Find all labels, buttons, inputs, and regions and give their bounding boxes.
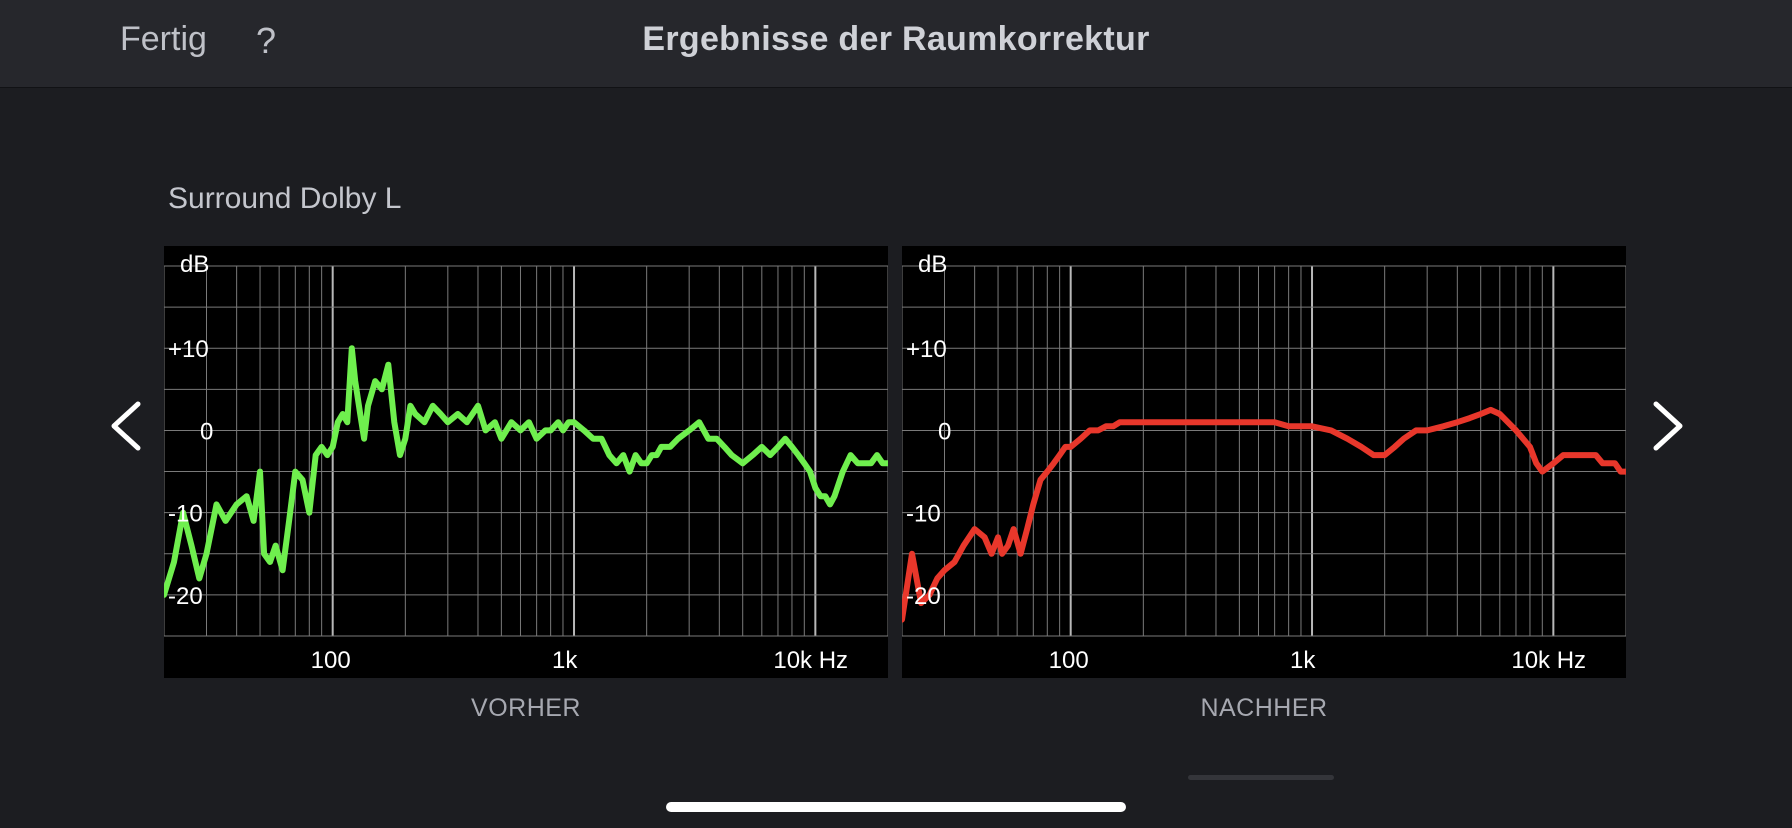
before-chart: +10 0 -10 -20 dB 100 1k 10k Hz [164, 246, 888, 678]
y-tick-label: -20 [168, 583, 203, 610]
y-axis-label: dB [918, 251, 947, 278]
chevron-left-icon [111, 401, 141, 451]
y-tick-label: -10 [168, 501, 203, 528]
y-tick-label: -10 [906, 501, 941, 528]
chart-grid-horizontal [164, 265, 888, 637]
y-tick-label: -20 [906, 583, 941, 610]
next-speaker-button[interactable] [1644, 396, 1690, 456]
chart-grid-vertical [164, 266, 888, 636]
page-indicator [1188, 775, 1334, 780]
response-curve [902, 406, 1626, 623]
y-tick-label: +10 [168, 336, 209, 363]
page-title: Ergebnisse der Raumkorrektur [642, 20, 1150, 58]
help-button[interactable]: ? [256, 20, 277, 61]
response-curve [164, 345, 888, 598]
home-indicator[interactable] [666, 802, 1126, 812]
x-tick-label: 10k Hz [773, 647, 848, 674]
after-chart-svg: +10 0 -10 -20 dB 100 1k 10k Hz [902, 251, 1626, 674]
x-tick-label: 1k [1290, 647, 1316, 674]
y-tick-label: 0 [938, 418, 951, 445]
top-navigation-bar: Fertig ? Ergebnisse der Raumkorrektur [0, 0, 1792, 88]
previous-speaker-button[interactable] [104, 396, 150, 456]
before-chart-svg: +10 0 -10 -20 dB 100 1k 10k Hz [164, 251, 888, 674]
x-tick-label: 1k [552, 647, 578, 674]
speaker-name: Surround Dolby L [168, 182, 402, 215]
before-chart-caption: VORHER [471, 694, 581, 722]
x-tick-label: 100 [1049, 647, 1089, 674]
y-tick-label: 0 [200, 418, 213, 445]
chevron-right-icon [1653, 401, 1683, 451]
x-tick-label: 10k Hz [1511, 647, 1586, 674]
y-tick-label: +10 [906, 336, 947, 363]
y-axis-label: dB [180, 251, 209, 278]
x-tick-label: 100 [311, 647, 351, 674]
chart-grid-vertical [902, 266, 1626, 636]
after-chart-caption: NACHHER [1200, 694, 1328, 722]
done-button[interactable]: Fertig [120, 20, 207, 58]
after-chart: +10 0 -10 -20 dB 100 1k 10k Hz [902, 246, 1626, 678]
chart-grid-horizontal [902, 265, 1626, 637]
